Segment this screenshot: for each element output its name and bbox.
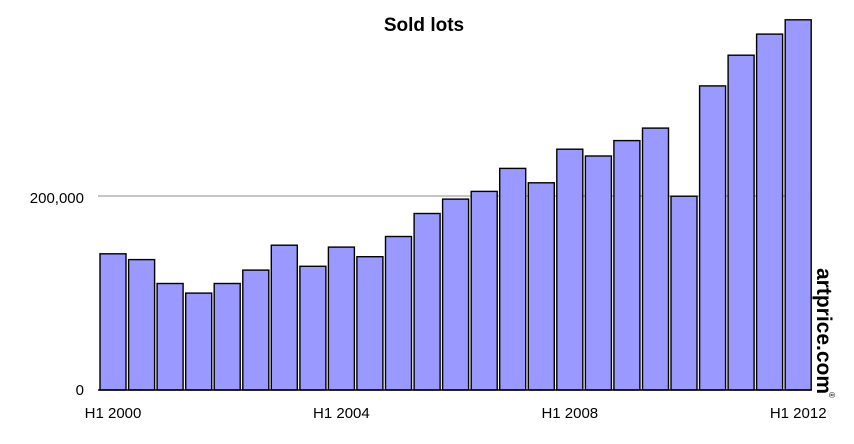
bar-h1-2004 — [327, 246, 356, 391]
bar-h1-2000 — [99, 253, 127, 391]
bar-h2-2006 — [470, 190, 498, 391]
artprice-watermark: artprice.com ® — [812, 268, 836, 398]
bar-h2-2004 — [356, 256, 384, 391]
bar-h1-2012 — [784, 19, 812, 391]
bars-group — [99, 19, 812, 391]
x-tick-label: H1 2000 — [85, 405, 142, 422]
bar-h1-2001 — [156, 282, 184, 391]
bar-h1-2003 — [270, 244, 298, 391]
bar-h2-2007 — [527, 182, 555, 391]
bar-h1-2009 — [613, 139, 641, 391]
x-tick-label: H1 2008 — [541, 405, 598, 422]
bar-h1-2005 — [384, 235, 413, 391]
bar-h2-2005 — [413, 212, 441, 391]
chart-title: Sold lots — [384, 15, 464, 36]
bar-h2-2009 — [641, 127, 670, 391]
bar-h1-2010 — [670, 195, 698, 391]
trademark-mark: ® — [827, 392, 836, 398]
bar-h1-2002 — [213, 282, 241, 391]
bar-h1-2006 — [441, 198, 470, 391]
y-tick-label: 200,000 — [30, 190, 84, 207]
bar-h2-2003 — [299, 265, 327, 391]
x-tick-label: H1 2012 — [770, 405, 827, 422]
x-tick-label: H1 2004 — [313, 405, 370, 422]
artprice-logo-text: artprice.com — [812, 268, 835, 394]
bar-h1-2007 — [499, 167, 527, 391]
bar-h2-2000 — [127, 258, 156, 391]
bar-h2-2008 — [584, 155, 613, 391]
y-tick-label: 0 — [76, 382, 84, 399]
y-tick-labels: 0 200,000 — [30, 190, 84, 399]
bar-h1-2008 — [556, 148, 584, 391]
bar-h1-2011 — [727, 54, 755, 391]
bar-h2-2010 — [698, 85, 727, 391]
bar-h2-2002 — [242, 269, 270, 391]
bar-h2-2011 — [755, 33, 784, 391]
bar-h2-2001 — [184, 292, 213, 391]
